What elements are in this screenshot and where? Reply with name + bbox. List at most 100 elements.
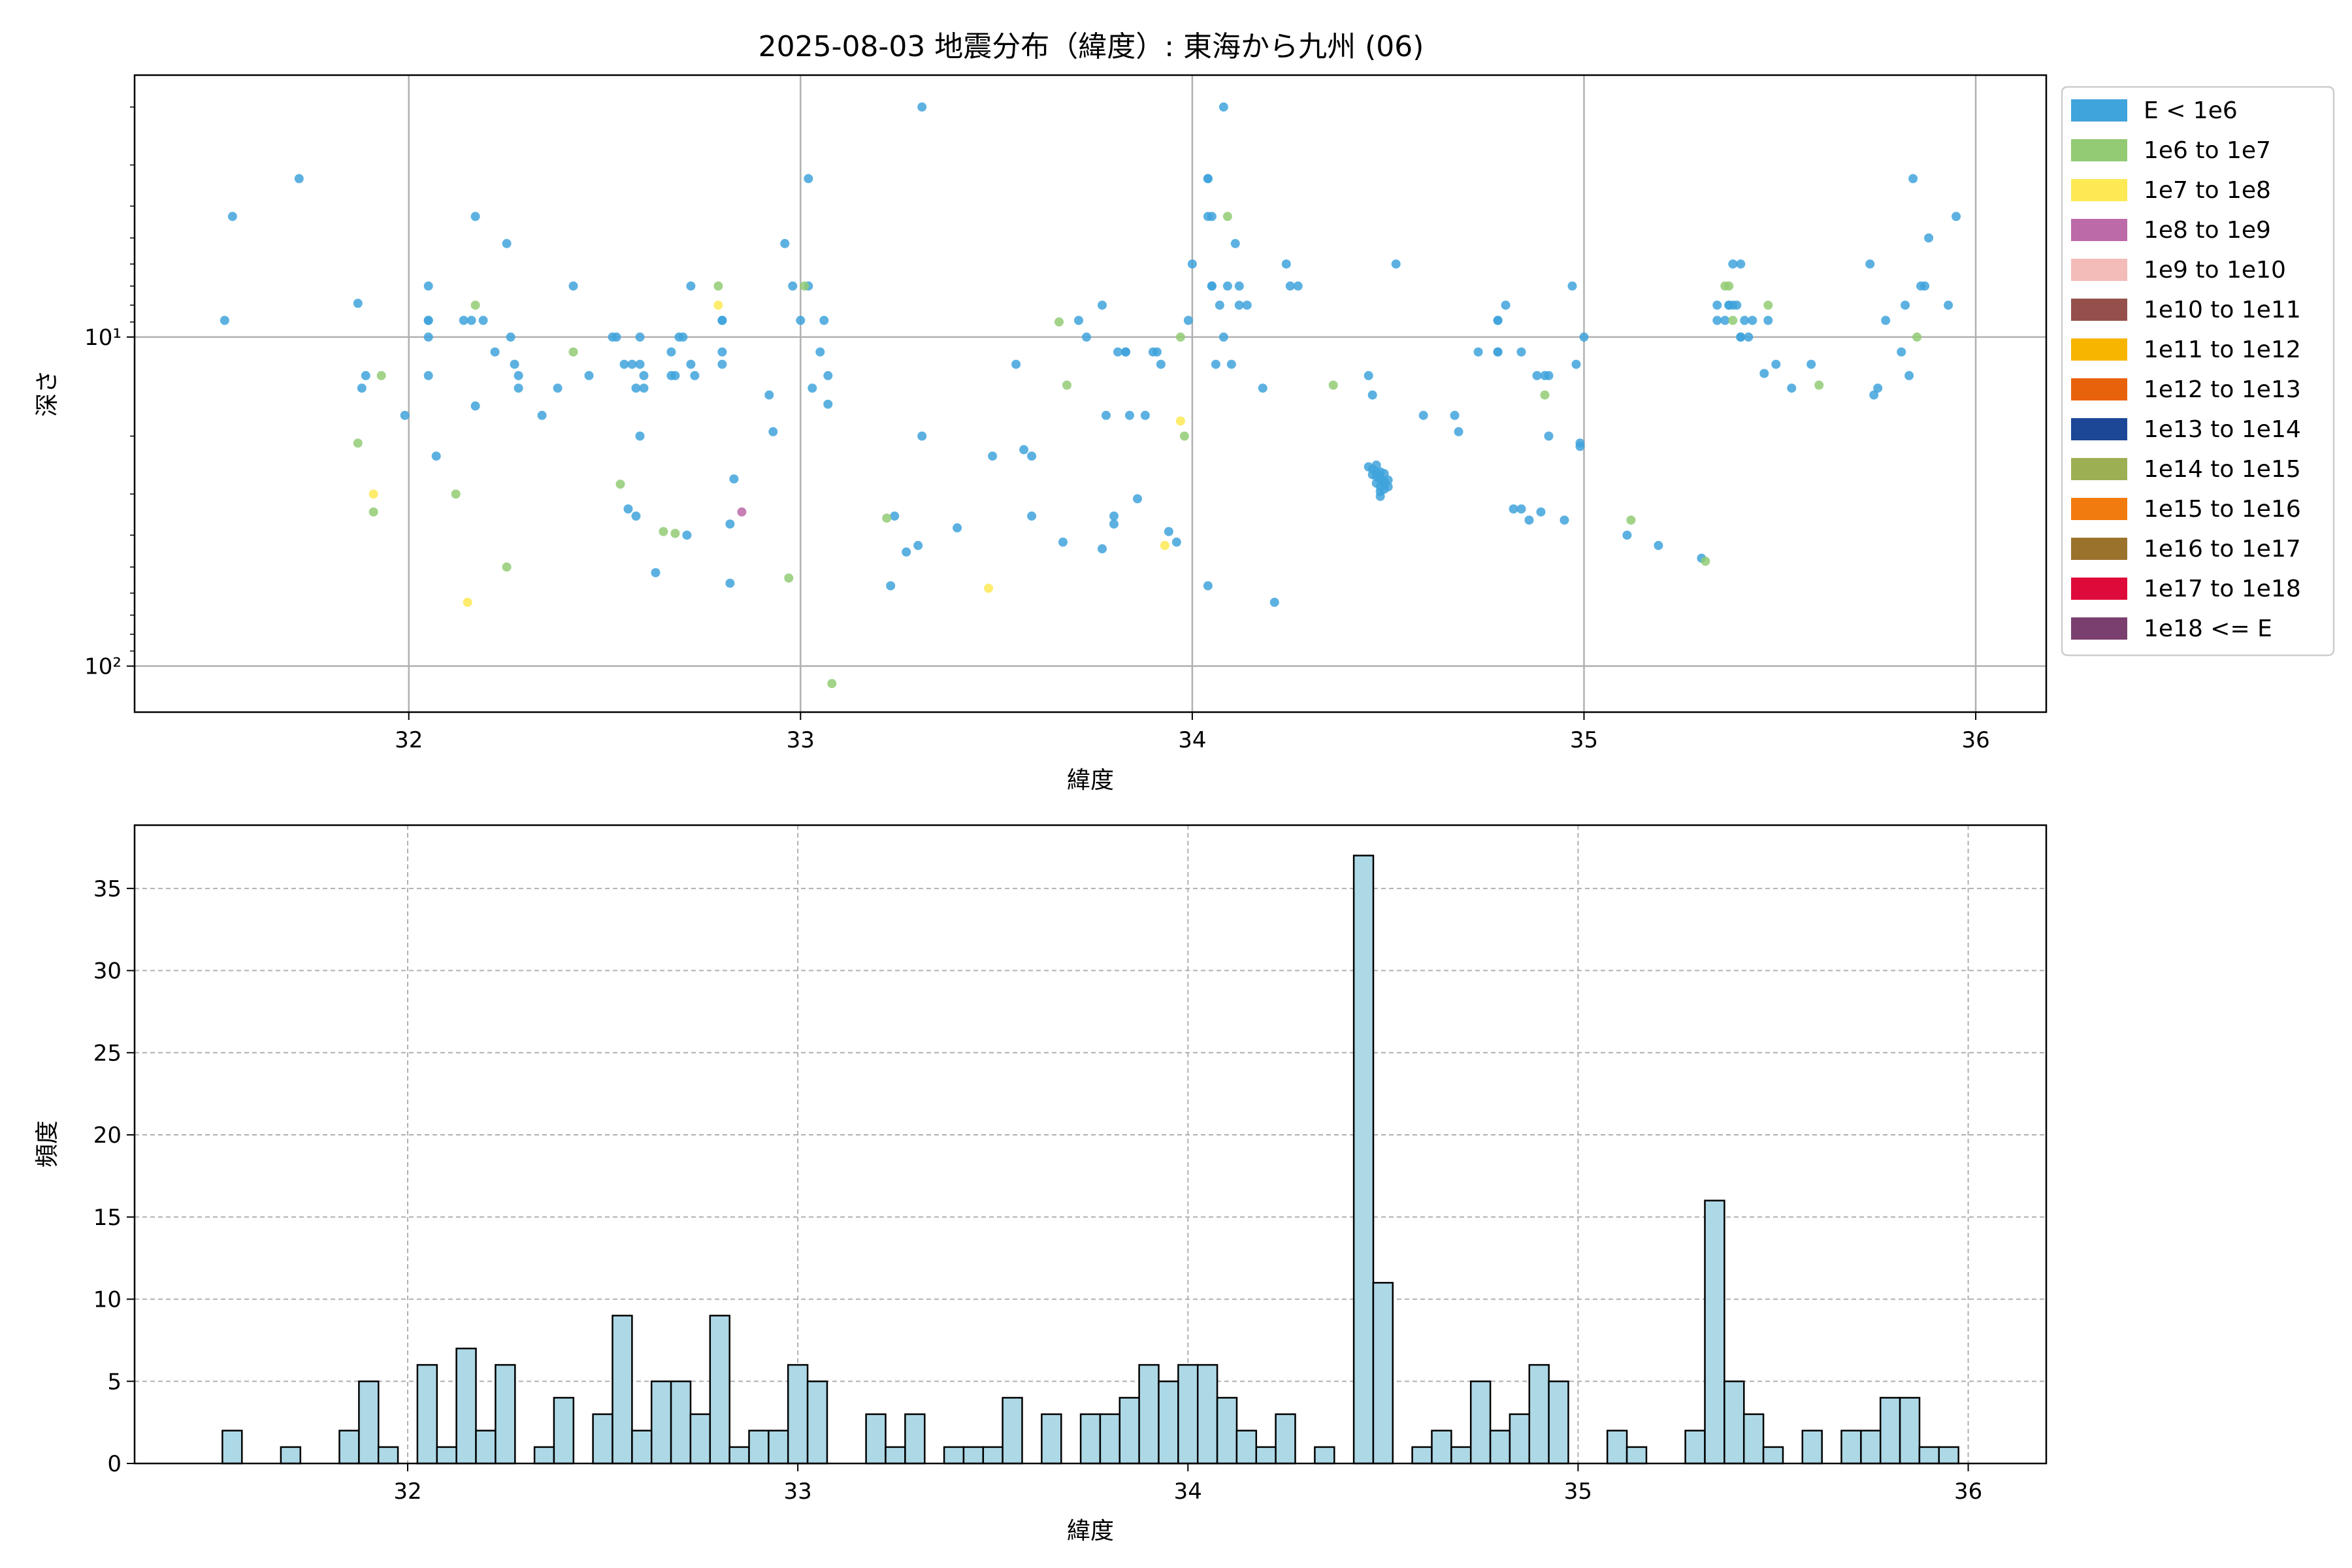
legend-swatch bbox=[2071, 299, 2127, 321]
scatter-point bbox=[478, 316, 488, 325]
scatter-point bbox=[678, 332, 688, 342]
scatter-point bbox=[1759, 368, 1769, 378]
scatter-point bbox=[1203, 174, 1213, 184]
histogram-bar bbox=[1879, 1397, 1901, 1465]
scatter-point bbox=[1654, 540, 1663, 550]
scatter-point bbox=[1579, 332, 1589, 342]
histogram-bar bbox=[280, 1446, 302, 1465]
histogram-bar bbox=[650, 1380, 672, 1465]
legend-swatch bbox=[2071, 99, 2127, 122]
scatter-point bbox=[1133, 494, 1142, 504]
scatter-points bbox=[220, 102, 1961, 689]
legend-label: 1e7 to 1e8 bbox=[2144, 177, 2271, 204]
scatter-point bbox=[1454, 427, 1463, 436]
scatter-point bbox=[1269, 597, 1279, 607]
histogram-y-tick-label: 25 bbox=[93, 1040, 122, 1066]
legend-label: 1e13 to 1e14 bbox=[2144, 416, 2301, 443]
scatter-point bbox=[1222, 212, 1232, 221]
scatter-point bbox=[1701, 557, 1710, 566]
legend-swatch bbox=[2071, 578, 2127, 600]
histogram-bar bbox=[1899, 1397, 1921, 1465]
scatter-point bbox=[827, 679, 837, 689]
scatter-point bbox=[1712, 301, 1722, 310]
scatter-point bbox=[1724, 281, 1734, 291]
scatter-point bbox=[639, 384, 649, 393]
legend-swatch bbox=[2071, 538, 2127, 560]
legend-label: 1e8 to 1e9 bbox=[2144, 217, 2271, 244]
scatter-point bbox=[1763, 301, 1773, 310]
scatter-point bbox=[1367, 390, 1377, 400]
histogram-bar bbox=[1216, 1397, 1238, 1465]
scatter-point bbox=[717, 347, 727, 357]
scatter-point bbox=[1418, 410, 1428, 420]
histogram-bar bbox=[1840, 1429, 1862, 1465]
legend-label: 1e17 to 1e18 bbox=[2144, 576, 2301, 602]
scatter-point bbox=[1493, 347, 1503, 357]
scatter-point bbox=[1179, 431, 1189, 441]
histogram-y-axis-label: 頻度 bbox=[34, 1120, 61, 1168]
scatter-point bbox=[1218, 332, 1228, 342]
histogram-bar bbox=[1742, 1413, 1765, 1465]
scatter-point bbox=[686, 359, 696, 369]
scatter-point bbox=[1102, 410, 1111, 420]
scatter-point bbox=[423, 316, 433, 325]
histogram-bar bbox=[1411, 1446, 1433, 1465]
histogram-bar bbox=[1138, 1364, 1160, 1465]
scatter-point bbox=[1175, 332, 1185, 342]
scatter-point bbox=[627, 359, 637, 369]
histogram-bar bbox=[1509, 1413, 1531, 1465]
scatter-point bbox=[568, 281, 578, 291]
scatter-point bbox=[737, 507, 747, 517]
scatter-point bbox=[808, 384, 817, 393]
histogram-bar bbox=[709, 1315, 730, 1465]
histogram-y-tick-label: 5 bbox=[107, 1369, 122, 1395]
histogram-bar bbox=[1275, 1413, 1296, 1465]
scatter-y-tick-label: 10² bbox=[84, 654, 122, 680]
histogram-chart: 32 33 34 35 36 0 5 10 15 20 25 30 35 緯度 頻度 bbox=[34, 824, 2048, 1544]
scatter-point bbox=[1383, 475, 1393, 485]
scatter-point bbox=[294, 174, 304, 184]
scatter-point bbox=[780, 238, 790, 248]
scatter-point bbox=[635, 359, 645, 369]
scatter-x-tick-label: 32 bbox=[395, 727, 423, 753]
scatter-point bbox=[623, 504, 633, 514]
scatter-point bbox=[717, 316, 727, 325]
scatter-point bbox=[1230, 238, 1240, 248]
scatter-point bbox=[1121, 347, 1130, 357]
scatter-point bbox=[815, 347, 825, 357]
histogram-bar bbox=[221, 1429, 243, 1465]
histogram-bar bbox=[1431, 1429, 1452, 1465]
histogram-bar bbox=[475, 1429, 497, 1465]
scatter-point bbox=[1748, 316, 1757, 325]
histogram-bar bbox=[416, 1364, 438, 1465]
scatter-point bbox=[1524, 515, 1534, 525]
histogram-bar bbox=[1099, 1413, 1121, 1465]
scatter-point bbox=[1164, 527, 1173, 536]
scatter-point bbox=[431, 451, 441, 461]
scatter-point bbox=[1156, 359, 1166, 369]
scatter-point bbox=[651, 568, 661, 578]
scatter-point bbox=[1113, 347, 1122, 357]
scatter-point bbox=[470, 301, 480, 310]
scatter-point bbox=[788, 281, 798, 291]
scatter-point bbox=[423, 332, 433, 342]
scatter-point bbox=[514, 384, 523, 393]
scatter-point bbox=[666, 347, 676, 357]
scatter-point bbox=[1258, 384, 1267, 393]
scatter-point bbox=[1183, 316, 1193, 325]
scatter-point bbox=[1098, 301, 1107, 310]
scatter-point bbox=[1732, 301, 1742, 310]
scatter-point bbox=[1364, 370, 1373, 380]
histogram-x-tick-label: 34 bbox=[1174, 1478, 1202, 1505]
scatter-point bbox=[902, 547, 911, 557]
scatter-point bbox=[725, 578, 735, 588]
scatter-point bbox=[1532, 370, 1542, 380]
scatter-point bbox=[1904, 370, 1914, 380]
scatter-x-axis-label: 緯度 bbox=[1067, 767, 1114, 794]
scatter-point bbox=[1560, 515, 1569, 525]
histogram-bar bbox=[1704, 1200, 1725, 1465]
histogram-bar bbox=[1372, 1282, 1394, 1465]
scatter-point bbox=[764, 390, 774, 400]
scatter-point bbox=[717, 359, 727, 369]
legend-label: 1e10 to 1e11 bbox=[2144, 297, 2301, 323]
